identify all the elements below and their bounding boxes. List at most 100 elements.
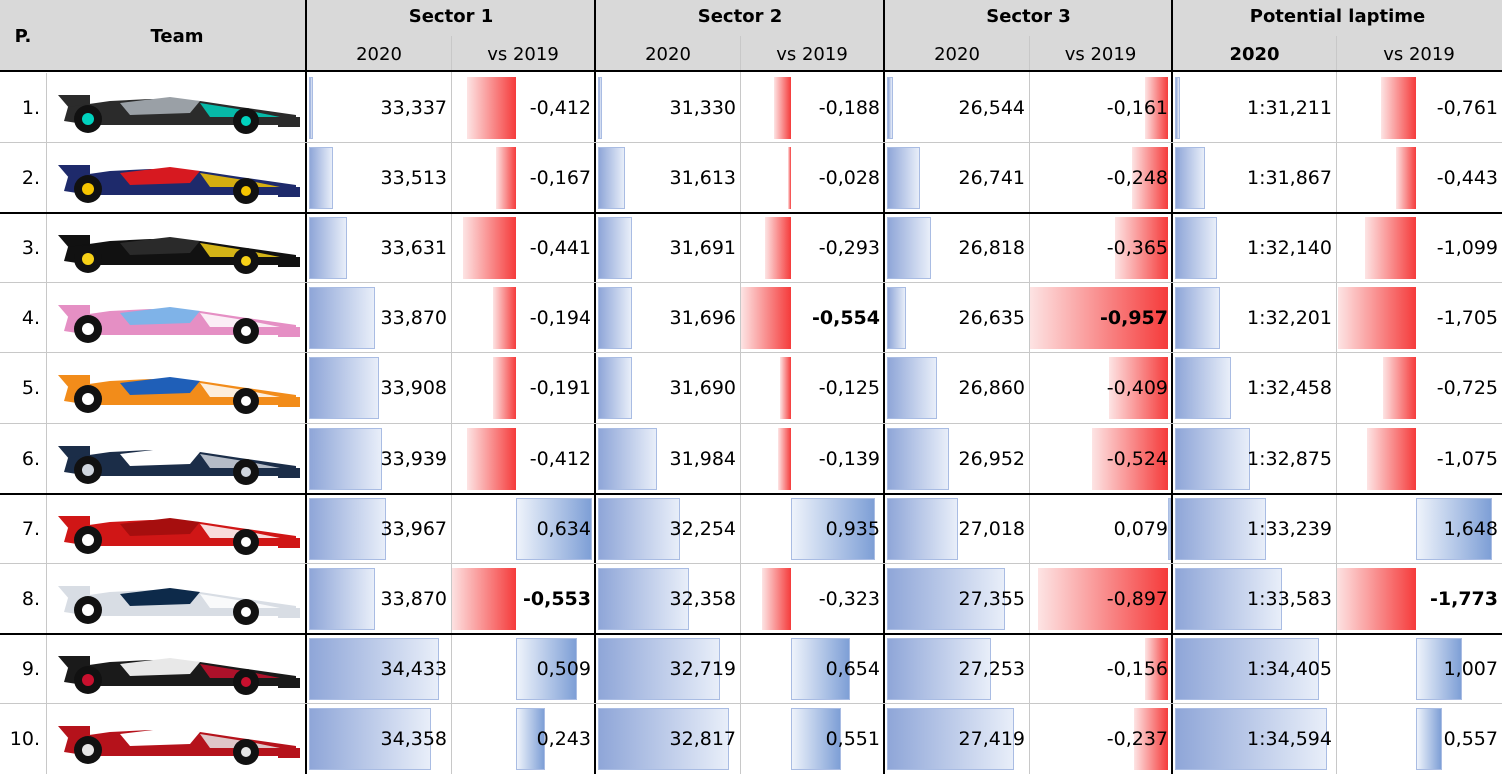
cell-value: -0,167 [529,167,591,190]
cell-value: 32,719 [669,657,736,680]
time-cell: 31,696 [596,283,740,353]
delta-cell: -0,365 [1029,213,1172,283]
time-cell: 34,358 [307,704,451,774]
delta-cell: -0,156 [1029,634,1172,704]
time-cell: 26,635 [885,283,1029,353]
header-pl-vs: vs 2019 [1383,43,1455,65]
delta-cell: 1,648 [1336,494,1502,564]
delta-cell: -0,248 [1029,143,1172,213]
delta-cell: -0,412 [451,424,595,494]
gain-bar [1416,497,1492,560]
time-bar [887,707,1014,770]
position-number: 10. [9,727,40,750]
position-number: 5. [21,377,40,400]
cell-value: 1,007 [1443,657,1498,680]
cell-value: 33,870 [380,307,447,330]
cell-value: 32,254 [669,517,736,540]
header-potential-laptime: Potential laptime [1249,5,1426,27]
cell-value: -0,554 [812,307,880,330]
slower-bar [463,217,516,280]
header-s1-vs: vs 2019 [487,43,559,65]
cell-value: -0,188 [818,97,880,120]
cell-value: -0,293 [818,237,880,260]
row-divider [0,563,1502,564]
row-divider [0,703,1502,704]
team-car-image [58,725,300,765]
time-bar [598,567,689,630]
delta-cell: -0,725 [1336,353,1502,423]
cell-value: 31,691 [669,237,736,260]
delta-cell: -0,194 [451,283,595,353]
time-cell: 31,613 [596,143,740,213]
time-bar [1175,77,1180,140]
position-number: 8. [21,587,40,610]
cell-value: -0,161 [1106,97,1168,120]
slower-bar [1134,707,1168,770]
cell-value: 27,253 [958,657,1025,680]
row-divider [0,142,1502,143]
cell-value: 31,690 [669,377,736,400]
time-bar [1175,707,1327,770]
header-sector2: Sector 2 [697,5,783,27]
slower-bar [762,567,791,630]
delta-cell: -0,957 [1029,283,1172,353]
time-bar [598,497,680,560]
slower-bar [1092,427,1168,490]
header-position: P. [14,25,32,47]
time-cell: 1:32,458 [1173,353,1336,423]
group-divider [0,493,1502,495]
cell-value: 1:34,405 [1247,657,1332,680]
time-bar [598,217,632,280]
gain-bar [791,497,875,560]
time-bar [309,287,375,350]
cell-value: -1,099 [1436,237,1498,260]
cell-value: 26,818 [958,237,1025,260]
grid-line [1336,36,1337,774]
slower-bar [467,77,516,140]
cell-value: 1:32,140 [1247,237,1332,260]
time-bar [309,637,439,700]
slower-bar [493,357,516,420]
cell-value: -0,443 [1436,167,1498,190]
time-cell: 27,419 [885,704,1029,774]
gain-bar [1416,637,1462,700]
team-car-image [58,165,300,205]
delta-cell: -1,075 [1336,424,1502,494]
delta-cell: -0,125 [740,353,884,423]
time-cell: 1:32,140 [1173,213,1336,283]
time-cell: 1:33,239 [1173,494,1336,564]
time-bar [1175,637,1319,700]
cell-value: 33,967 [380,517,447,540]
cell-value: -0,139 [818,447,880,470]
time-bar [598,707,729,770]
gain-bar [516,637,577,700]
cell-value: -0,237 [1106,727,1168,750]
team-car-image [58,515,300,555]
delta-cell: -0,237 [1029,704,1172,774]
slower-bar [1396,147,1416,210]
row-divider [0,282,1502,283]
time-bar [1175,287,1220,350]
time-cell: 26,860 [885,353,1029,423]
cell-value: -0,441 [529,237,591,260]
cell-value: 0,654 [825,657,880,680]
section-divider [1171,0,1173,774]
section-divider [883,0,885,774]
cell-value: 31,613 [669,167,736,190]
slower-bar [1367,427,1416,490]
cell-value: -1,773 [1430,587,1498,610]
time-cell: 33,870 [307,283,451,353]
time-bar [887,637,991,700]
gain-bar [791,637,850,700]
cell-value: 33,337 [380,97,447,120]
slower-bar [1145,637,1168,700]
time-bar [309,427,382,490]
time-cell: 26,818 [885,213,1029,283]
slower-bar [780,357,791,420]
time-cell: 34,433 [307,634,451,704]
delta-cell: 1,007 [1336,634,1502,704]
team-car-image [58,655,300,695]
delta-cell: -0,553 [451,564,595,634]
cell-value: 0,557 [1443,727,1498,750]
header-s2-vs: vs 2019 [776,43,848,65]
